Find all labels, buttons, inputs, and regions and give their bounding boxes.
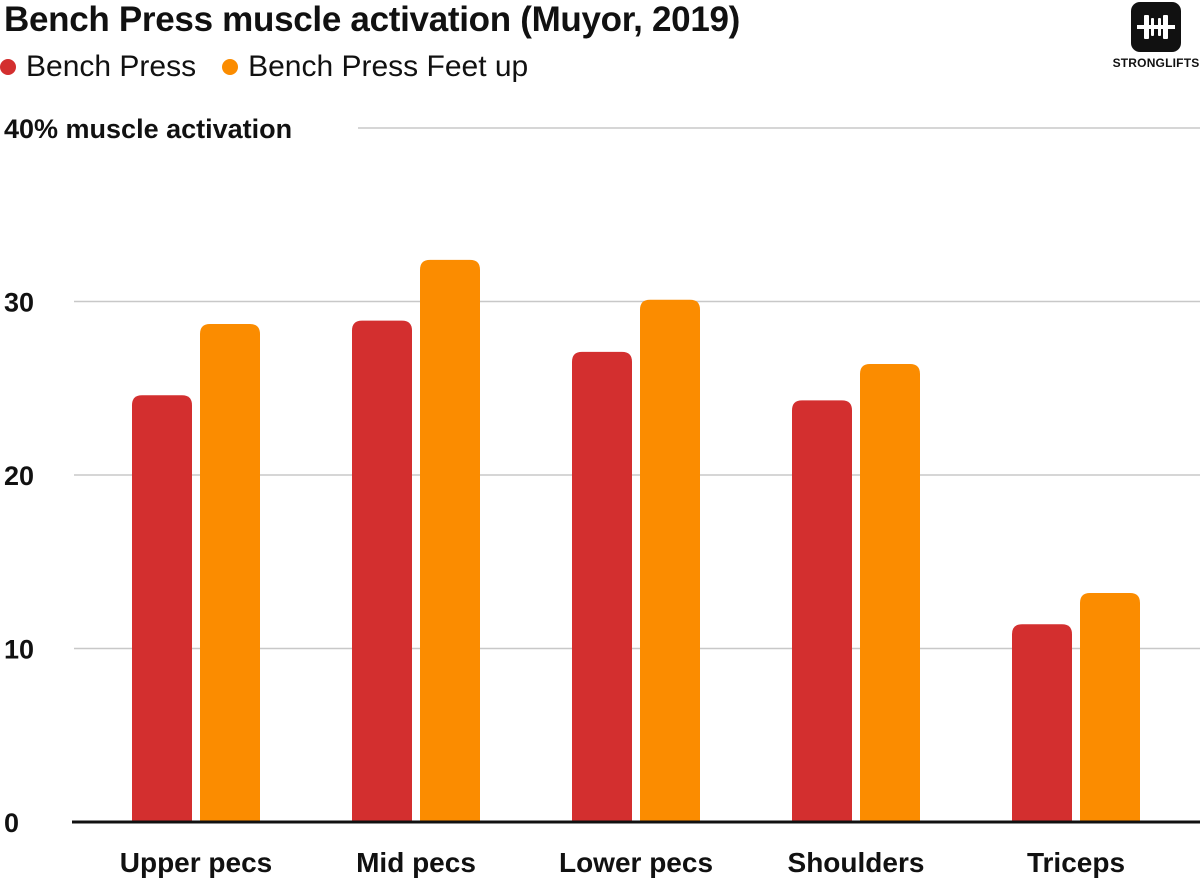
x-tick-label-lower-pecs: Lower pecs bbox=[559, 847, 713, 878]
y-tick-label-20: 20 bbox=[4, 461, 34, 491]
bar-triceps-bench-press bbox=[1012, 624, 1072, 822]
legend-item-bench-press: Bench Press bbox=[0, 50, 196, 84]
bar-mid-pecs-bench-press bbox=[352, 320, 412, 822]
barbell-logo-icon bbox=[1131, 2, 1181, 52]
bar-upper-pecs-bench-press bbox=[132, 395, 192, 822]
bar-shoulders-bench-press bbox=[792, 400, 852, 822]
bar-lower-pecs-bench-press-feet-up bbox=[640, 299, 700, 822]
bar-shoulders-bench-press-feet-up bbox=[860, 363, 920, 822]
bars bbox=[132, 259, 1140, 822]
bar-mid-pecs-bench-press-feet-up bbox=[420, 259, 480, 822]
y-tick-label-10: 10 bbox=[4, 635, 34, 665]
bar-lower-pecs-bench-press bbox=[572, 351, 632, 822]
legend-label-bench-press: Bench Press bbox=[26, 50, 197, 83]
y-tick-label-0: 0 bbox=[4, 808, 19, 838]
x-tick-label-mid-pecs: Mid pecs bbox=[356, 847, 476, 878]
legend-swatch-bench-press bbox=[0, 59, 16, 75]
stronglifts-logo: STRONGLIFTS bbox=[1112, 2, 1200, 70]
legend: Bench Press Bench Press Feet up bbox=[0, 50, 554, 84]
logo-wordmark: STRONGLIFTS bbox=[1112, 56, 1200, 70]
x-tick-label-triceps: Triceps bbox=[1027, 847, 1125, 878]
legend-label-bench-press-feet-up: Bench Press Feet up bbox=[248, 50, 529, 83]
chart-title: Bench Press muscle activation (Muyor, 20… bbox=[4, 0, 741, 39]
bar-triceps-bench-press-feet-up bbox=[1080, 592, 1140, 822]
x-tick-label-shoulders: Shoulders bbox=[788, 847, 925, 878]
x-tick-label-upper-pecs: Upper pecs bbox=[120, 847, 273, 878]
legend-item-bench-press-feet-up: Bench Press Feet up bbox=[222, 50, 528, 84]
legend-swatch-bench-press-feet-up bbox=[222, 59, 239, 75]
y-tick-label-30: 30 bbox=[4, 288, 34, 318]
axes: 0 10 20 30 40% muscle activation Upper pecs Mi… bbox=[4, 114, 1200, 878]
bar-upper-pecs-bench-press-feet-up bbox=[200, 324, 260, 822]
y-tick-label-40: 40% muscle activation bbox=[4, 114, 292, 144]
